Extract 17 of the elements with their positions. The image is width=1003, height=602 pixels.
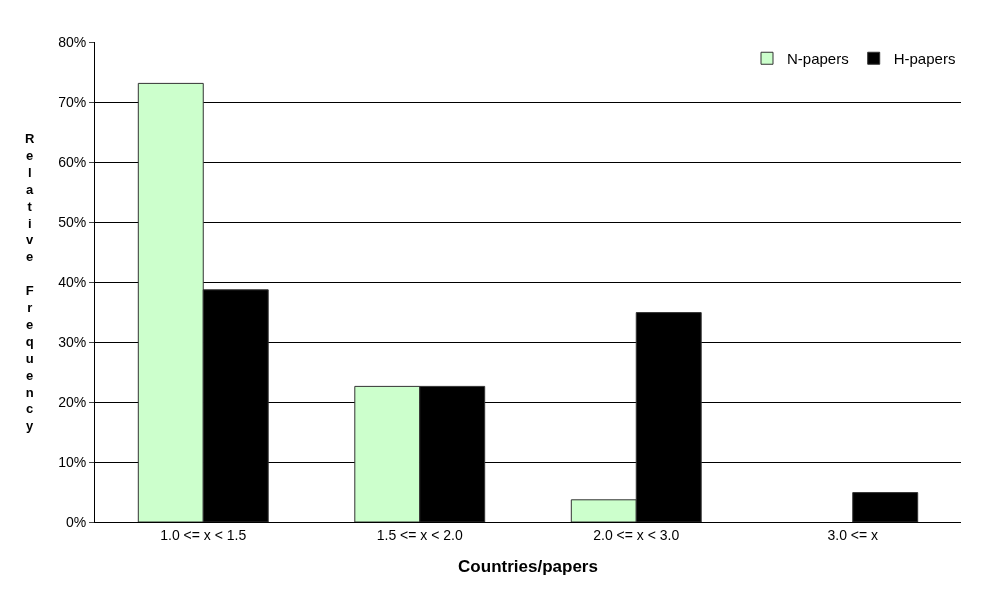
y-tick-label: 40% <box>58 273 87 290</box>
legend-label: N-papers <box>787 50 849 68</box>
y-tick-label: 0% <box>65 513 87 530</box>
y-tick-label: 80% <box>58 33 87 50</box>
y-tick-label: 50% <box>58 213 87 230</box>
y-tick-label: 10% <box>58 453 87 470</box>
y-tick-label: 30% <box>58 333 87 350</box>
text: Relative Frequency <box>25 131 35 434</box>
y-tick-label: 20% <box>58 393 87 410</box>
x-tick-label: 1.0 <= x < 1.5 <box>160 526 247 543</box>
x-tick-label: 1.5 <= x < 2.0 <box>376 526 463 543</box>
y-tick-label: 60% <box>58 153 87 170</box>
x-tick-label: 3.0 <= x <box>827 526 879 543</box>
x-tick-label: 2.0 <= x < 3.0 <box>593 526 680 543</box>
y-tick-label: 70% <box>58 93 87 110</box>
x-axis-title: Countries/papers <box>458 557 598 577</box>
legend-label: H-papers <box>893 50 956 68</box>
